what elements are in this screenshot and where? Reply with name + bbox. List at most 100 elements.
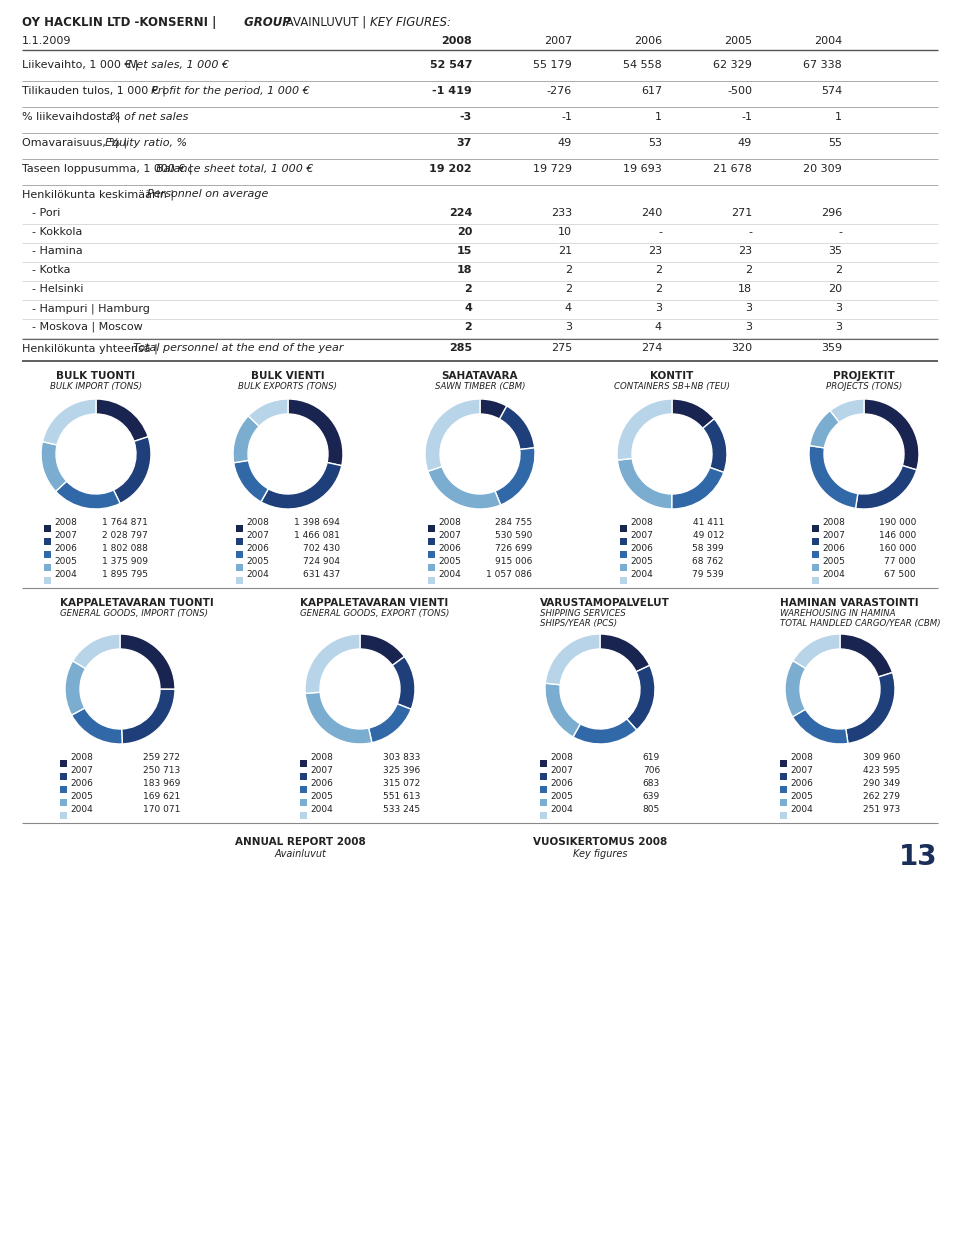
Bar [60,812,67,819]
Bar [540,760,547,768]
Text: SHIPS/YEAR (PCS): SHIPS/YEAR (PCS) [540,619,617,628]
Text: 2005: 2005 [550,792,573,801]
Text: 13: 13 [900,843,938,871]
Text: 2004: 2004 [246,570,269,579]
Bar [540,798,547,806]
Text: 2004: 2004 [630,570,653,579]
Wedge shape [495,448,535,505]
Text: 58 399: 58 399 [692,544,724,553]
Bar [540,786,547,793]
Text: 1 764 871: 1 764 871 [102,518,148,527]
Text: 2008: 2008 [442,36,472,46]
Text: - Moskova | Moscow: - Moskova | Moscow [32,322,143,332]
Text: 10: 10 [558,227,572,237]
Text: GENERAL GOODS, IMPORT (TONS): GENERAL GOODS, IMPORT (TONS) [60,610,208,618]
Text: 1 398 694: 1 398 694 [294,518,340,527]
Text: Net sales, 1 000 €: Net sales, 1 000 € [129,60,229,70]
Text: 290 349: 290 349 [863,779,900,789]
Text: 1: 1 [655,112,662,122]
Text: PROJEKTIT: PROJEKTIT [833,371,895,381]
Text: 20: 20 [828,284,842,294]
Text: 2007: 2007 [550,766,573,775]
Text: 4: 4 [564,304,572,313]
Bar [44,578,51,584]
Text: 233: 233 [551,209,572,218]
Text: 4: 4 [655,322,662,332]
Text: 21: 21 [558,246,572,255]
Text: 2006: 2006 [790,779,813,789]
Bar [60,760,67,768]
Text: ANNUAL REPORT 2008: ANNUAL REPORT 2008 [234,837,366,847]
Text: 296: 296 [821,209,842,218]
Text: BULK EXPORTS (TONS): BULK EXPORTS (TONS) [238,383,338,391]
Text: 68 762: 68 762 [692,557,724,566]
Text: 1 802 088: 1 802 088 [102,544,148,553]
Bar [300,772,307,780]
Bar [60,772,67,780]
Wedge shape [56,481,120,508]
Text: 2008: 2008 [246,518,269,527]
Text: KAPPALETAVARAN VIENTI: KAPPALETAVARAN VIENTI [300,598,448,608]
Text: 2005: 2005 [246,557,269,566]
Text: 1 895 795: 1 895 795 [102,570,148,579]
Text: 1: 1 [835,112,842,122]
Wedge shape [830,399,864,422]
Bar [60,786,67,793]
Text: 2006: 2006 [54,544,77,553]
Bar [812,538,819,545]
Wedge shape [369,703,411,743]
Text: 170 071: 170 071 [143,805,180,814]
Text: 2007: 2007 [630,531,653,540]
Bar [540,812,547,819]
Text: SAWN TIMBER (CBM): SAWN TIMBER (CBM) [435,383,525,391]
Text: 2: 2 [564,265,572,275]
Text: 19 693: 19 693 [623,164,662,174]
Wedge shape [573,719,636,744]
Wedge shape [428,466,500,508]
Text: Taseen loppusumma, 1 000 € |: Taseen loppusumma, 1 000 € | [22,164,196,174]
Text: 2008: 2008 [438,518,461,527]
Bar [428,552,435,558]
Text: 533 245: 533 245 [383,805,420,814]
Text: SAHATAVARA: SAHATAVARA [442,371,518,381]
Text: 19 729: 19 729 [533,164,572,174]
Text: WAREHOUSING IN HAMINA: WAREHOUSING IN HAMINA [780,610,896,618]
Text: 2008: 2008 [630,518,653,527]
Text: 21 678: 21 678 [713,164,752,174]
Text: 1 466 081: 1 466 081 [294,531,340,540]
Text: 683: 683 [643,779,660,789]
Text: AVAINLUVUT |: AVAINLUVUT | [282,16,370,30]
Text: 2 028 797: 2 028 797 [103,531,148,540]
Text: 55 179: 55 179 [533,60,572,70]
Bar [812,524,819,532]
Text: 49: 49 [737,138,752,148]
Text: VUOSIKERTOMUS 2008: VUOSIKERTOMUS 2008 [533,837,667,847]
Text: 49 012: 49 012 [692,531,724,540]
Text: CONTAINERS SB+NB (TEU): CONTAINERS SB+NB (TEU) [614,383,730,391]
Text: 15: 15 [457,246,472,255]
Text: 2006: 2006 [822,544,845,553]
Text: VARUSTAMOPALVELUT: VARUSTAMOPALVELUT [540,598,670,608]
Text: Avainluvut: Avainluvut [274,849,326,859]
Text: GROUP: GROUP [240,16,291,30]
Text: 2004: 2004 [70,805,93,814]
Text: - Pori: - Pori [32,209,60,218]
Bar [780,760,787,768]
Text: 2007: 2007 [543,36,572,46]
Text: - Hampuri | Hamburg: - Hampuri | Hamburg [32,304,150,313]
Text: - Hamina: - Hamina [32,246,83,255]
Text: 3: 3 [565,322,572,332]
Text: 2007: 2007 [310,766,333,775]
Text: 2: 2 [465,284,472,294]
Text: 224: 224 [448,209,472,218]
Text: Profit for the period, 1 000 €: Profit for the period, 1 000 € [152,86,310,96]
Text: 2: 2 [655,265,662,275]
Text: 2007: 2007 [70,766,93,775]
Wedge shape [793,634,840,669]
Text: 23: 23 [738,246,752,255]
Text: 2005: 2005 [310,792,333,801]
Text: 183 969: 183 969 [143,779,180,789]
Bar [620,578,627,584]
Text: - Kotka: - Kotka [32,265,70,275]
Text: 726 699: 726 699 [494,544,532,553]
